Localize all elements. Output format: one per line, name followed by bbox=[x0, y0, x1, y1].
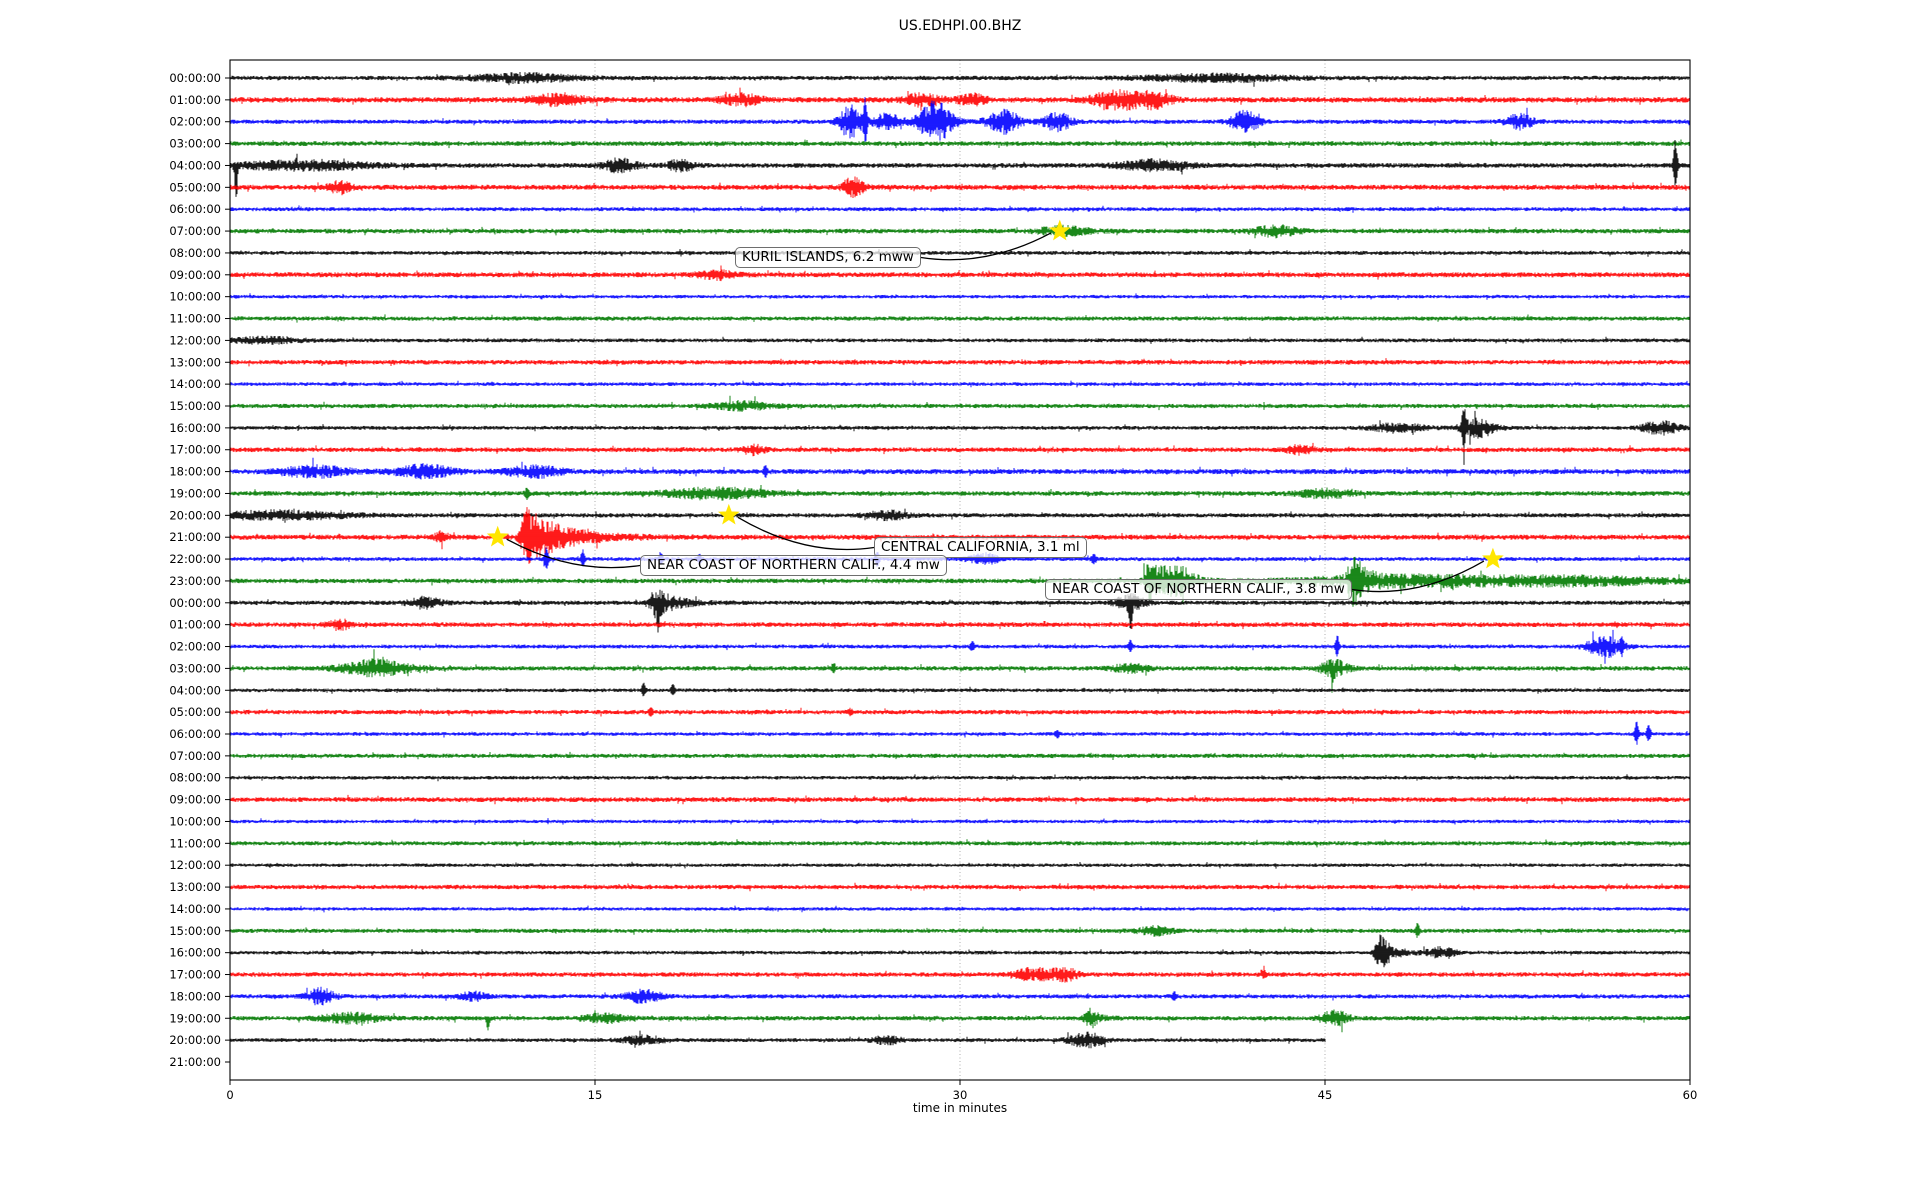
row-label: 20:00:00 bbox=[169, 508, 221, 522]
event-star bbox=[1482, 547, 1504, 569]
row-label: 21:00:00 bbox=[169, 530, 221, 544]
row-label: 18:00:00 bbox=[169, 989, 221, 1003]
row-label: 22:00:00 bbox=[169, 552, 221, 566]
seismogram-trace bbox=[229, 380, 1691, 388]
row-label: 08:00:00 bbox=[169, 246, 221, 260]
row-label: 17:00:00 bbox=[169, 968, 221, 982]
row-label: 00:00:00 bbox=[169, 71, 221, 85]
plot-border bbox=[229, 59, 1691, 1081]
seismogram-trace bbox=[229, 224, 1691, 239]
row-label: 05:00:00 bbox=[169, 705, 221, 719]
row-label: 06:00:00 bbox=[169, 202, 221, 216]
annotation-arrow bbox=[1351, 560, 1485, 593]
row-label: 14:00:00 bbox=[169, 377, 221, 391]
annotation-arrow bbox=[506, 538, 641, 569]
row-label: 12:00:00 bbox=[169, 858, 221, 872]
event-star bbox=[1048, 219, 1071, 241]
row-label: 01:00:00 bbox=[169, 618, 221, 632]
row-label: 02:00:00 bbox=[169, 640, 221, 654]
row-label: 16:00:00 bbox=[169, 421, 221, 435]
seismogram-trace bbox=[229, 986, 1691, 1006]
row-label: 09:00:00 bbox=[169, 268, 221, 282]
annotation-arrow bbox=[920, 232, 1052, 261]
x-tick-label: 15 bbox=[588, 1088, 603, 1102]
row-label: 04:00:00 bbox=[169, 683, 221, 697]
row-label: 12:00:00 bbox=[169, 333, 221, 347]
row-label: 19:00:00 bbox=[169, 486, 221, 500]
row-label: 01:00:00 bbox=[169, 93, 221, 107]
row-label: 10:00:00 bbox=[169, 290, 221, 304]
seismogram-trace bbox=[229, 249, 1691, 257]
event-star bbox=[486, 525, 509, 547]
row-label: 11:00:00 bbox=[169, 836, 221, 850]
row-label: 04:00:00 bbox=[169, 158, 221, 172]
row-label: 05:00:00 bbox=[169, 180, 221, 194]
seismogram-trace bbox=[229, 861, 1691, 869]
row-label: 16:00:00 bbox=[169, 946, 221, 960]
row-label: 15:00:00 bbox=[169, 399, 221, 413]
row-label: 06:00:00 bbox=[169, 727, 221, 741]
row-label: 13:00:00 bbox=[169, 355, 221, 369]
event-annotation: NEAR COAST OF NORTHERN CALIF., 3.8 mw bbox=[1045, 579, 1352, 600]
event-star bbox=[717, 503, 740, 525]
seismogram-trace bbox=[229, 457, 1691, 480]
seismogram-trace bbox=[229, 508, 1691, 523]
plot-title: US.EDHPI.00.BHZ bbox=[898, 18, 1022, 34]
seismogram-trace bbox=[229, 1030, 1326, 1049]
row-label: 18:00:00 bbox=[169, 465, 221, 479]
seismogram-trace bbox=[229, 839, 1691, 848]
annotation-arrow bbox=[737, 516, 875, 551]
row-label: 13:00:00 bbox=[169, 880, 221, 894]
x-axis-label: time in minutes bbox=[912, 1101, 1008, 1115]
row-label: 17:00:00 bbox=[169, 443, 221, 457]
row-label: 11:00:00 bbox=[169, 312, 221, 326]
row-label: 14:00:00 bbox=[169, 902, 221, 916]
seismogram-trace bbox=[229, 442, 1691, 457]
row-label: 03:00:00 bbox=[169, 661, 221, 675]
event-annotation: NEAR COAST OF NORTHERN CALIF., 4.4 mw bbox=[640, 555, 947, 576]
seismogram-trace bbox=[229, 965, 1691, 983]
row-label: 00:00:00 bbox=[169, 596, 221, 610]
event-annotation: CENTRAL CALIFORNIA, 3.1 ml bbox=[874, 537, 1087, 558]
row-label: 10:00:00 bbox=[169, 814, 221, 828]
x-tick-label: 0 bbox=[226, 1088, 233, 1102]
seismogram-trace bbox=[229, 205, 1691, 213]
row-label: 08:00:00 bbox=[169, 771, 221, 785]
x-tick-label: 60 bbox=[1683, 1088, 1698, 1102]
row-label: 02:00:00 bbox=[169, 115, 221, 129]
row-label: 03:00:00 bbox=[169, 137, 221, 151]
event-annotation: KURIL ISLANDS, 6.2 mww bbox=[735, 247, 921, 268]
row-label: 15:00:00 bbox=[169, 924, 221, 938]
row-label: 07:00:00 bbox=[169, 749, 221, 763]
seismogram-trace bbox=[229, 774, 1691, 782]
row-label: 21:00:00 bbox=[169, 1055, 221, 1069]
x-tick-label: 45 bbox=[1318, 1088, 1333, 1102]
row-label: 09:00:00 bbox=[169, 793, 221, 807]
row-label: 20:00:00 bbox=[169, 1033, 221, 1047]
x-tick-label: 30 bbox=[953, 1088, 968, 1102]
seismogram-trace bbox=[229, 265, 1691, 282]
row-label: 23:00:00 bbox=[169, 574, 221, 588]
seismogram-trace bbox=[229, 87, 1691, 111]
row-label: 07:00:00 bbox=[169, 224, 221, 238]
row-label: 19:00:00 bbox=[169, 1011, 221, 1025]
